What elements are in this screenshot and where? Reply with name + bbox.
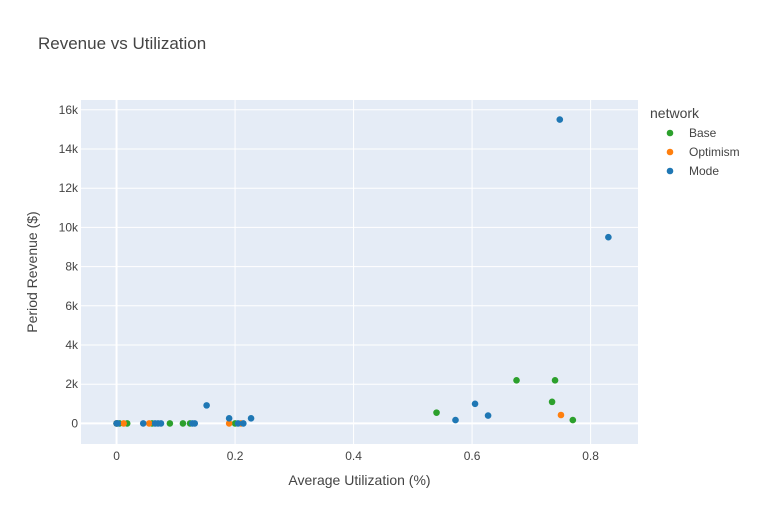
data-point	[556, 116, 564, 123]
data-point	[234, 420, 242, 427]
data-point	[247, 415, 255, 422]
plot-area	[81, 100, 638, 444]
data-point	[484, 412, 492, 419]
legend-item-optimism[interactable]: Optimism	[666, 145, 740, 159]
data-point	[513, 376, 520, 384]
x-axis-ticks: 0 0.2 0.4 0.6 0.8	[113, 449, 599, 463]
data-point	[240, 420, 247, 427]
legend-item-base[interactable]: Base	[666, 126, 717, 140]
y-tick-label: 14k	[59, 142, 79, 156]
data-point	[605, 233, 612, 241]
data-point	[452, 416, 459, 424]
data-point	[114, 420, 122, 427]
data-point	[157, 420, 165, 427]
data-point	[191, 420, 199, 427]
data-point	[225, 415, 233, 422]
grid-lines	[81, 100, 638, 444]
legend-title: network	[650, 105, 700, 121]
legend-marker	[666, 167, 674, 175]
x-axis-title: Average Utilization (%)	[288, 472, 430, 488]
legend: Base Optimism Mode	[666, 126, 740, 178]
data-points	[113, 116, 612, 427]
data-point	[225, 420, 233, 427]
legend-label: Base	[689, 126, 717, 140]
y-tick-label: 12k	[59, 181, 79, 195]
y-tick-label: 0	[71, 416, 78, 430]
x-tick-label: 0	[113, 449, 120, 463]
data-point	[471, 400, 479, 408]
series-mode	[113, 116, 612, 427]
data-point	[139, 420, 147, 427]
data-point	[145, 420, 153, 427]
chart-title: Revenue vs Utilization	[38, 34, 207, 53]
x-tick-label: 0.6	[464, 449, 481, 463]
x-tick-label: 0.8	[582, 449, 599, 463]
legend-marker	[666, 148, 674, 156]
data-point	[120, 420, 127, 427]
data-point	[569, 416, 577, 424]
y-tick-label: 6k	[65, 299, 79, 313]
data-point	[551, 376, 559, 384]
y-axis-title: Period Revenue ($)	[24, 211, 40, 332]
x-tick-label: 0.2	[227, 449, 244, 463]
y-tick-label: 2k	[65, 377, 79, 391]
x-tick-label: 0.4	[345, 449, 362, 463]
legend-item-mode[interactable]: Mode	[666, 164, 720, 178]
data-point	[548, 398, 556, 406]
data-point	[203, 402, 210, 409]
data-point	[179, 420, 187, 427]
legend-label: Optimism	[689, 145, 740, 159]
y-tick-label: 4k	[65, 338, 79, 352]
data-point	[557, 411, 565, 419]
y-tick-label: 16k	[59, 103, 79, 117]
y-axis-ticks: 0 2k 4k 6k 8k 10k 12k 14k 16k	[59, 103, 79, 431]
legend-label: Mode	[689, 164, 719, 178]
data-point	[433, 409, 440, 416]
y-tick-label: 8k	[65, 260, 79, 274]
legend-marker	[666, 129, 674, 137]
data-point	[166, 420, 174, 427]
y-tick-label: 10k	[59, 220, 79, 234]
